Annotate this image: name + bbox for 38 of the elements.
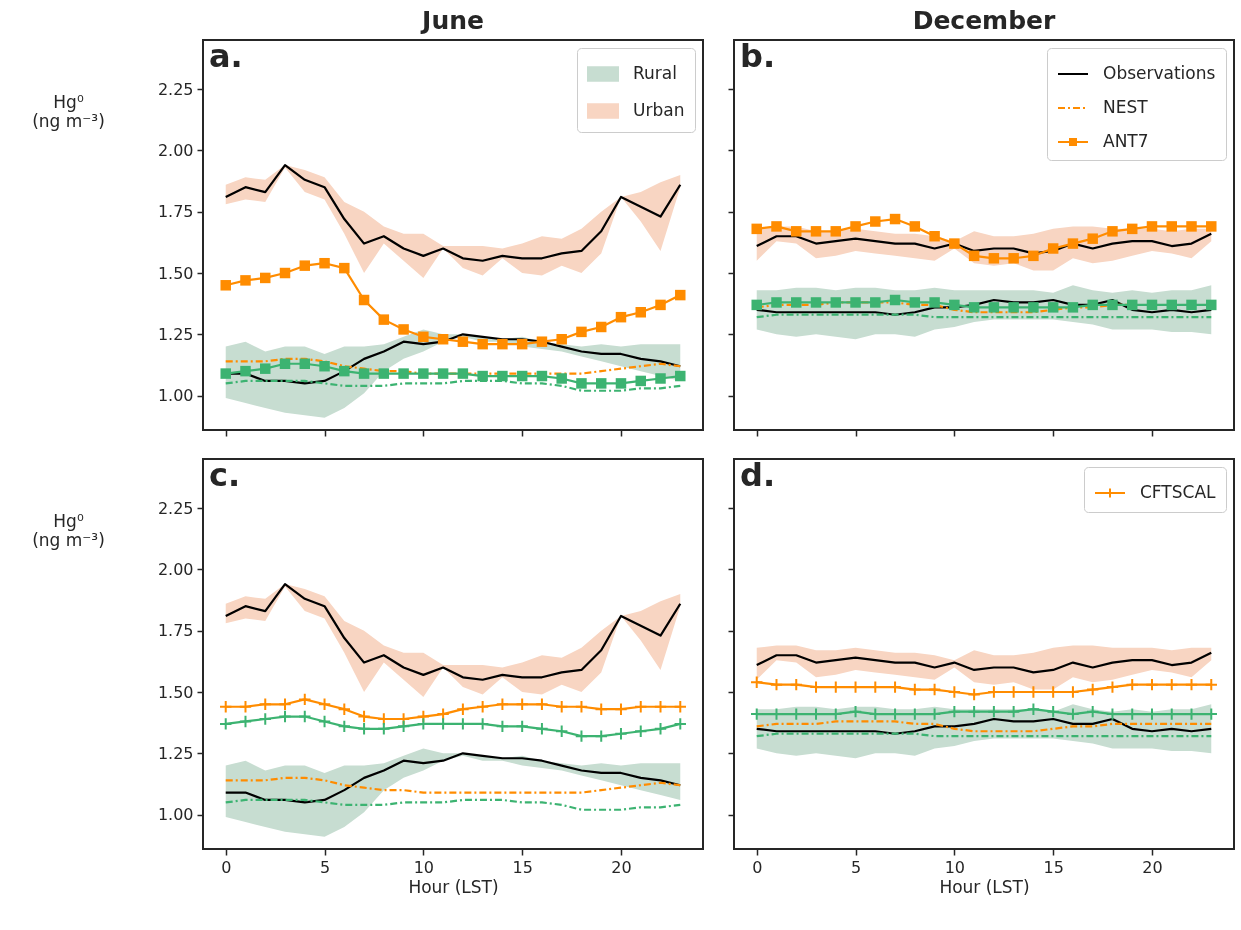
x-tick-label: 20 <box>611 857 632 877</box>
y-tick-label: 1.00 <box>157 386 194 406</box>
legend-label: Rural <box>633 63 677 83</box>
x-tick-label: 0 <box>752 857 763 877</box>
y-tick-label: 1.00 <box>157 805 194 825</box>
chart-title: December <box>912 6 1057 35</box>
y-axis-title: Hg⁰ (ng m⁻³) <box>32 91 105 131</box>
y-axis-title: Hg⁰ (ng m⁻³) <box>32 510 105 550</box>
y-tick-label: 1.75 <box>157 621 194 641</box>
x-tick-label: 5 <box>319 857 331 877</box>
y-tick-label: 1.25 <box>157 324 194 344</box>
legend-label: ANT7 <box>1103 131 1149 151</box>
y-tick-label: 2.25 <box>157 498 194 518</box>
annotation: c. <box>209 456 241 494</box>
x-tick-label: 20 <box>1142 857 1163 877</box>
y-tick-label: 2.25 <box>157 79 194 99</box>
x-tick-label: 10 <box>413 857 435 877</box>
annotation: d. <box>740 456 776 494</box>
x-tick-label: 15 <box>1043 857 1064 877</box>
y-tick-label: 1.50 <box>157 263 194 283</box>
legend-label: Observations <box>1103 63 1216 83</box>
x-axis-title: Hour (LST) <box>408 876 499 897</box>
x-tick-label: 0 <box>221 857 232 877</box>
annotation: b. <box>740 37 776 75</box>
x-axis-title: Hour (LST) <box>939 876 1030 897</box>
chart-title: June <box>420 6 484 35</box>
legend-label: Urban <box>633 100 685 120</box>
y-tick-label: 1.50 <box>157 682 194 702</box>
legend-label: CFTSCAL <box>1140 482 1217 502</box>
legend-label: NEST <box>1103 97 1149 117</box>
annotation: a. <box>209 37 243 75</box>
y-tick-label: 2.00 <box>157 559 194 579</box>
y-tick-label: 1.75 <box>157 202 194 222</box>
y-tick-label: 1.25 <box>157 743 194 763</box>
x-tick-label: 5 <box>850 857 862 877</box>
y-tick-label: 2.00 <box>157 140 194 160</box>
x-tick-label: 10 <box>944 857 966 877</box>
x-tick-label: 15 <box>512 857 533 877</box>
